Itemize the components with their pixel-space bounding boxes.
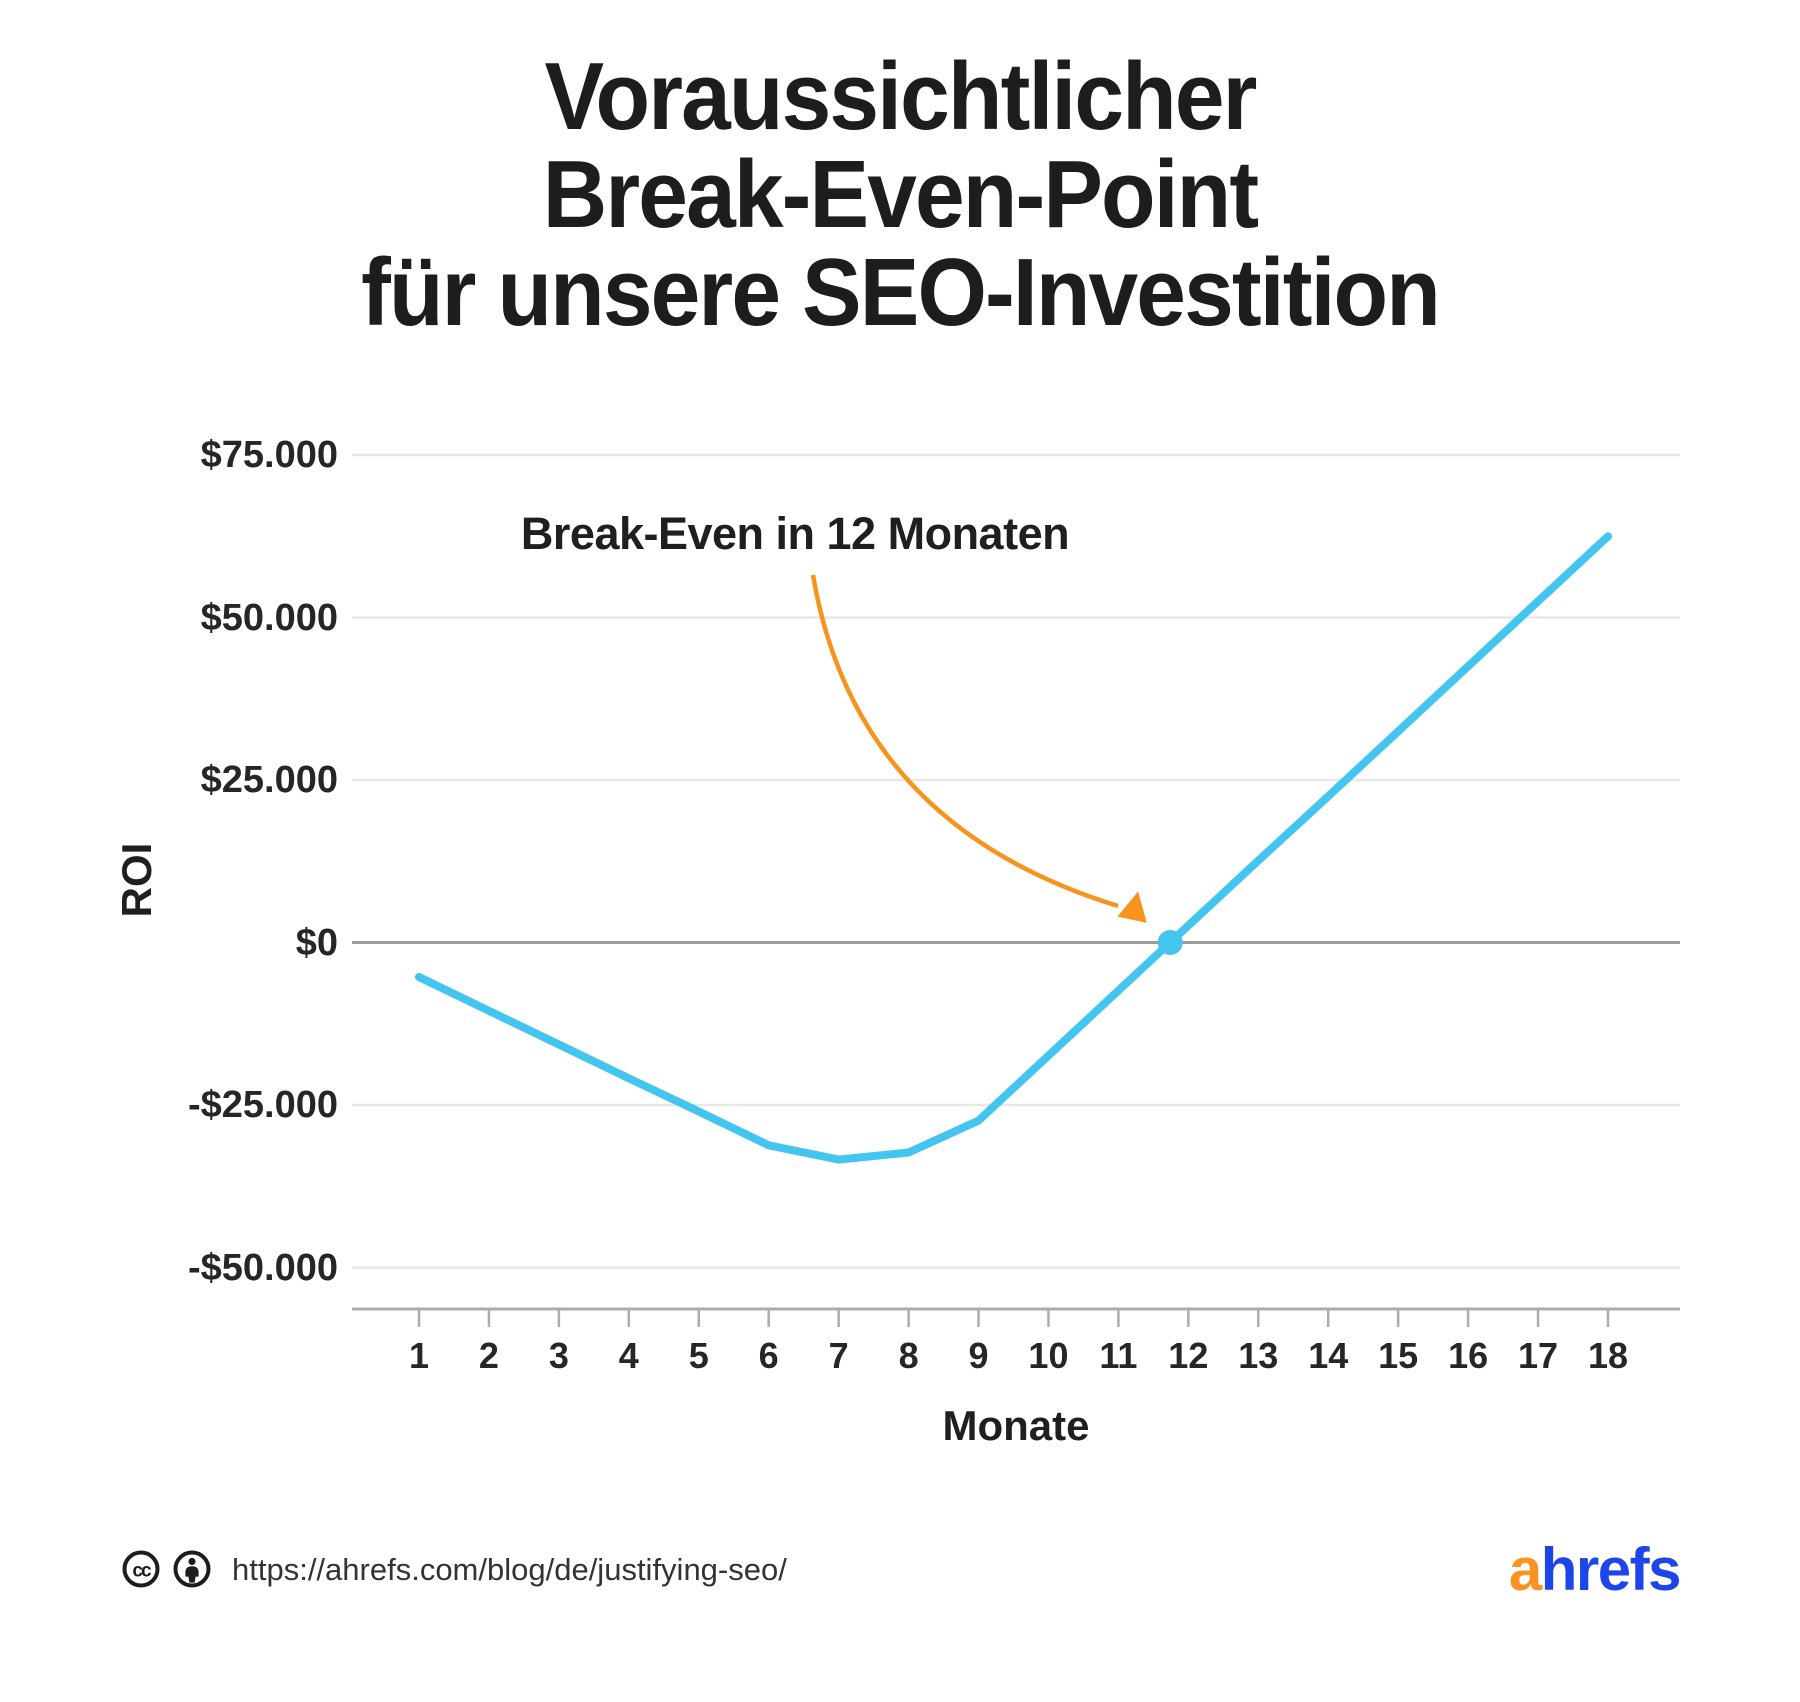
chart-title-line-3: für unsere SEO-Investition	[361, 239, 1441, 346]
y-tick-label: $50.000	[200, 596, 338, 639]
annotation-arrow	[810, 574, 1119, 909]
x-axis	[352, 1307, 1680, 1327]
attribution-icon	[173, 1550, 211, 1588]
x-tick-label: 15	[1378, 1335, 1419, 1376]
chart-title-line-2: Break-Even-Point	[542, 141, 1259, 248]
x-axis-title: Monate	[942, 1402, 1090, 1449]
x-tick-label: 18	[1587, 1335, 1628, 1376]
x-tick-label: 1	[408, 1335, 430, 1376]
y-tick-label: $0	[295, 921, 338, 964]
break-even-annotation: Break-Even in 12 Monaten	[520, 508, 1070, 559]
chart-title: Voraussichtlicher Break-Even-Point für u…	[0, 48, 1800, 342]
ahrefs-logo-hrefs: hrefs	[1540, 1536, 1682, 1603]
x-tick-label: 4	[618, 1335, 639, 1376]
annotation-arrowhead-icon	[1117, 891, 1147, 923]
svg-text:cc: cc	[132, 1561, 152, 1582]
x-tick-label: 11	[1099, 1335, 1138, 1376]
x-tick-label: 9	[968, 1335, 989, 1376]
x-tick-label: 14	[1308, 1335, 1349, 1376]
x-tick-label: 6	[758, 1335, 779, 1376]
y-tick-label: -$50.000	[187, 1246, 338, 1289]
x-tick-label: 2	[478, 1335, 499, 1376]
y-tick-label: $75.000	[200, 434, 338, 476]
roi-line	[415, 532, 1612, 1164]
x-tick-label: 7	[828, 1335, 849, 1376]
ahrefs-logo: ahrefs	[1380, 1536, 1682, 1603]
y-tick-label: -$25.000	[187, 1084, 338, 1126]
y-tick-label: $25.000	[200, 759, 338, 801]
source-url: https://ahrefs.com/blog/de/justifying-se…	[232, 1552, 787, 1587]
x-tick-label: 13	[1238, 1335, 1279, 1376]
grid-lines	[352, 453, 1680, 1269]
x-tick-label: 5	[688, 1335, 709, 1376]
x-tick-label: 17	[1518, 1335, 1559, 1376]
x-tick-label: 3	[548, 1335, 569, 1376]
x-tick-label: 16	[1448, 1335, 1489, 1376]
x-tick-label: 10	[1028, 1335, 1069, 1376]
ahrefs-logo-a: a	[1508, 1536, 1542, 1603]
x-tick-label: 12	[1168, 1335, 1209, 1376]
cc-icon: cc	[122, 1550, 160, 1588]
x-tick-label: 8	[898, 1335, 919, 1376]
chart-title-line-1: Voraussichtlicher	[544, 43, 1257, 150]
break-even-dot	[1157, 930, 1183, 955]
